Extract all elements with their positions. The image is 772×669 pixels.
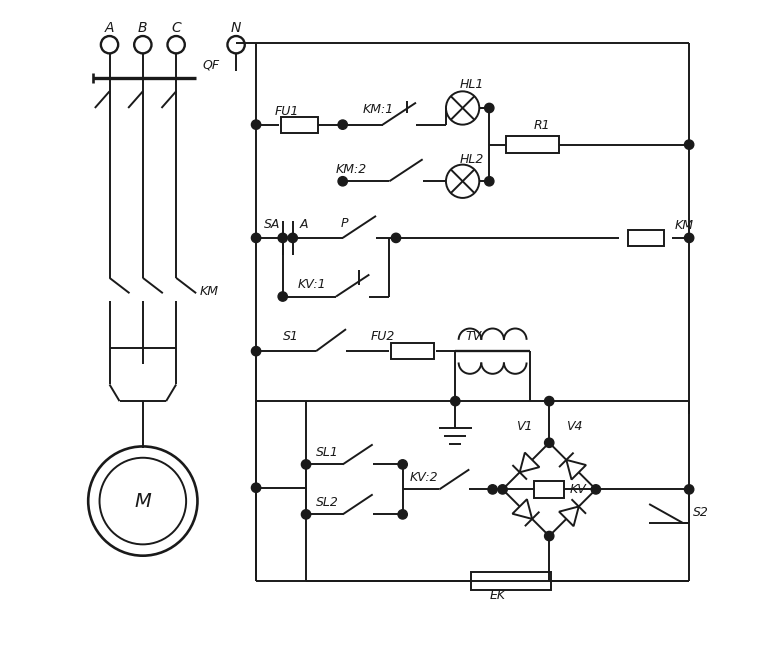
Text: EK: EK xyxy=(489,589,506,602)
Text: KV:2: KV:2 xyxy=(409,471,438,484)
Circle shape xyxy=(252,347,261,356)
Circle shape xyxy=(544,438,554,448)
Circle shape xyxy=(451,397,460,406)
Text: FU2: FU2 xyxy=(371,330,395,343)
Text: KM: KM xyxy=(199,285,218,298)
Text: V1: V1 xyxy=(516,419,532,433)
Text: KM:1: KM:1 xyxy=(363,104,394,116)
Text: M: M xyxy=(134,492,151,510)
Text: SL2: SL2 xyxy=(316,496,339,509)
Text: A: A xyxy=(300,218,308,231)
Text: R1: R1 xyxy=(534,120,550,132)
Circle shape xyxy=(685,233,694,243)
Circle shape xyxy=(391,233,401,243)
Text: HL2: HL2 xyxy=(459,153,484,166)
Circle shape xyxy=(488,485,497,494)
Bar xyxy=(506,136,559,153)
Text: SL1: SL1 xyxy=(316,446,339,459)
Circle shape xyxy=(685,485,694,494)
Text: KV: KV xyxy=(570,483,586,496)
Circle shape xyxy=(591,485,601,494)
Circle shape xyxy=(301,460,310,469)
Text: SA: SA xyxy=(264,218,280,231)
Circle shape xyxy=(485,103,494,112)
Text: N: N xyxy=(231,21,242,35)
Text: V4: V4 xyxy=(567,419,583,433)
Circle shape xyxy=(485,177,494,186)
Circle shape xyxy=(252,120,261,129)
Bar xyxy=(391,343,435,359)
Bar xyxy=(534,481,564,498)
Bar xyxy=(471,573,551,589)
Text: KV:1: KV:1 xyxy=(297,278,326,291)
Circle shape xyxy=(398,460,408,469)
Text: S1: S1 xyxy=(283,330,299,343)
Text: A: A xyxy=(105,21,114,35)
Text: HL1: HL1 xyxy=(459,78,484,91)
Circle shape xyxy=(338,120,347,129)
Circle shape xyxy=(398,510,408,519)
Text: KM: KM xyxy=(675,219,693,232)
Circle shape xyxy=(252,483,261,492)
Circle shape xyxy=(252,233,261,243)
Text: KM:2: KM:2 xyxy=(336,163,367,176)
Circle shape xyxy=(278,233,287,243)
Circle shape xyxy=(544,531,554,541)
Circle shape xyxy=(685,140,694,149)
Bar xyxy=(628,230,664,246)
Circle shape xyxy=(498,485,507,494)
Circle shape xyxy=(544,397,554,406)
Bar xyxy=(281,116,318,132)
Text: C: C xyxy=(171,21,181,35)
Text: FU1: FU1 xyxy=(275,105,299,118)
Text: B: B xyxy=(138,21,147,35)
Circle shape xyxy=(288,233,297,243)
Text: QF: QF xyxy=(203,58,220,71)
Text: S2: S2 xyxy=(692,506,709,519)
Circle shape xyxy=(338,177,347,186)
Circle shape xyxy=(278,292,287,301)
Text: TV: TV xyxy=(466,330,482,343)
Text: P: P xyxy=(340,217,348,229)
Circle shape xyxy=(301,510,310,519)
